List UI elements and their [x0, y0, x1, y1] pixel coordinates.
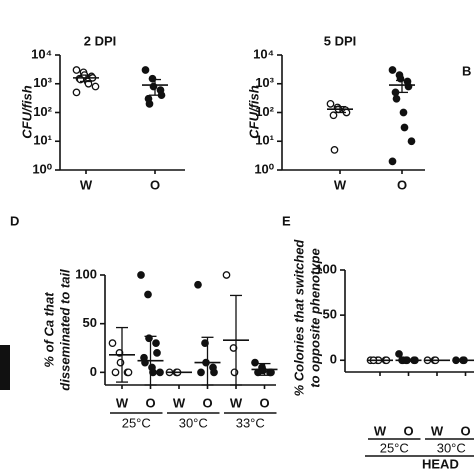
data-point — [330, 146, 339, 154]
data-point — [230, 368, 239, 377]
data-point — [210, 368, 218, 377]
data-point — [329, 111, 338, 120]
data-point — [201, 339, 209, 347]
group-label: 33°C — [236, 415, 265, 430]
data-point — [124, 368, 133, 377]
data-point — [84, 79, 93, 88]
data-point — [222, 271, 231, 279]
cropped-panel-fragment — [0, 345, 10, 390]
y-tick-label: 10¹ — [255, 133, 274, 148]
data-point — [145, 99, 154, 108]
y-axis-label: disseminated to tail — [57, 269, 72, 391]
y-tick-label: 10⁴ — [31, 46, 52, 61]
data-point — [148, 74, 157, 83]
data-point — [400, 123, 409, 132]
x-tick-label: W — [334, 177, 347, 192]
y-axis-label: % Colonies that switched — [291, 239, 306, 397]
data-point — [388, 66, 397, 74]
x-tick-label: O — [150, 177, 160, 192]
y-tick-label: 10² — [33, 104, 52, 119]
x-tick-label: W — [116, 395, 129, 410]
data-point — [388, 157, 397, 166]
group-label: 25°C — [380, 440, 409, 455]
data-point — [91, 82, 100, 91]
x-tick-label: O — [202, 395, 212, 410]
group-label: 30°C — [437, 440, 466, 455]
data-point — [156, 368, 164, 377]
x-tick-label: O — [145, 395, 155, 410]
y-tick-label: 10³ — [255, 75, 274, 90]
chart-title: 5 DPI — [324, 33, 357, 48]
x-tick-label: W — [374, 423, 387, 438]
data-point — [116, 358, 125, 367]
data-point — [111, 368, 120, 377]
x-tick-label: O — [397, 177, 407, 192]
y-tick-label: 10² — [255, 104, 274, 119]
y-tick-label: 10⁴ — [253, 46, 274, 61]
y-tick-label: 0 — [330, 352, 337, 367]
footer-label: HEAD — [422, 456, 459, 471]
data-point — [108, 339, 117, 347]
x-tick-label: W — [80, 177, 93, 192]
data-point — [194, 280, 202, 289]
data-point — [153, 349, 161, 357]
y-tick-label: 50 — [83, 315, 97, 330]
data-point — [152, 339, 160, 347]
x-tick-label: W — [173, 395, 186, 410]
data-point — [137, 271, 145, 279]
y-axis-label: to opposite phenotype — [307, 248, 322, 387]
y-tick-label: 10⁰ — [32, 161, 52, 176]
data-point — [72, 66, 81, 74]
y-tick-label: 100 — [315, 261, 337, 276]
y-axis-label: % of Ca that — [41, 292, 56, 368]
group-label: 25°C — [122, 415, 151, 430]
data-point — [395, 350, 403, 358]
panel-letter: E — [282, 213, 291, 228]
y-axis-label: CFU/fish — [19, 85, 34, 139]
x-tick-label: O — [403, 423, 413, 438]
data-point — [141, 66, 150, 74]
panel-letter: D — [10, 213, 19, 228]
data-point — [399, 108, 408, 117]
y-tick-label: 0 — [90, 364, 97, 379]
data-point — [229, 344, 238, 352]
data-point — [144, 290, 152, 299]
data-point — [251, 358, 259, 367]
x-tick-label: W — [230, 395, 243, 410]
y-tick-label: 10¹ — [33, 133, 52, 148]
y-tick-label: 10⁰ — [254, 161, 274, 176]
data-point — [407, 137, 416, 146]
data-point — [392, 94, 401, 103]
data-point — [326, 99, 335, 108]
data-point — [197, 368, 205, 377]
panel-letter: B — [462, 63, 471, 78]
y-tick-label: 10³ — [33, 75, 52, 90]
group-label: 30°C — [179, 415, 208, 430]
chart-title: 2 DPI — [84, 33, 117, 48]
y-tick-label: 100 — [75, 266, 97, 281]
x-tick-label: O — [259, 395, 269, 410]
x-tick-label: W — [431, 423, 444, 438]
y-tick-label: 50 — [323, 307, 337, 322]
y-axis-label: CFU/fish — [246, 85, 261, 139]
x-tick-label: O — [460, 423, 470, 438]
data-point — [72, 88, 81, 97]
